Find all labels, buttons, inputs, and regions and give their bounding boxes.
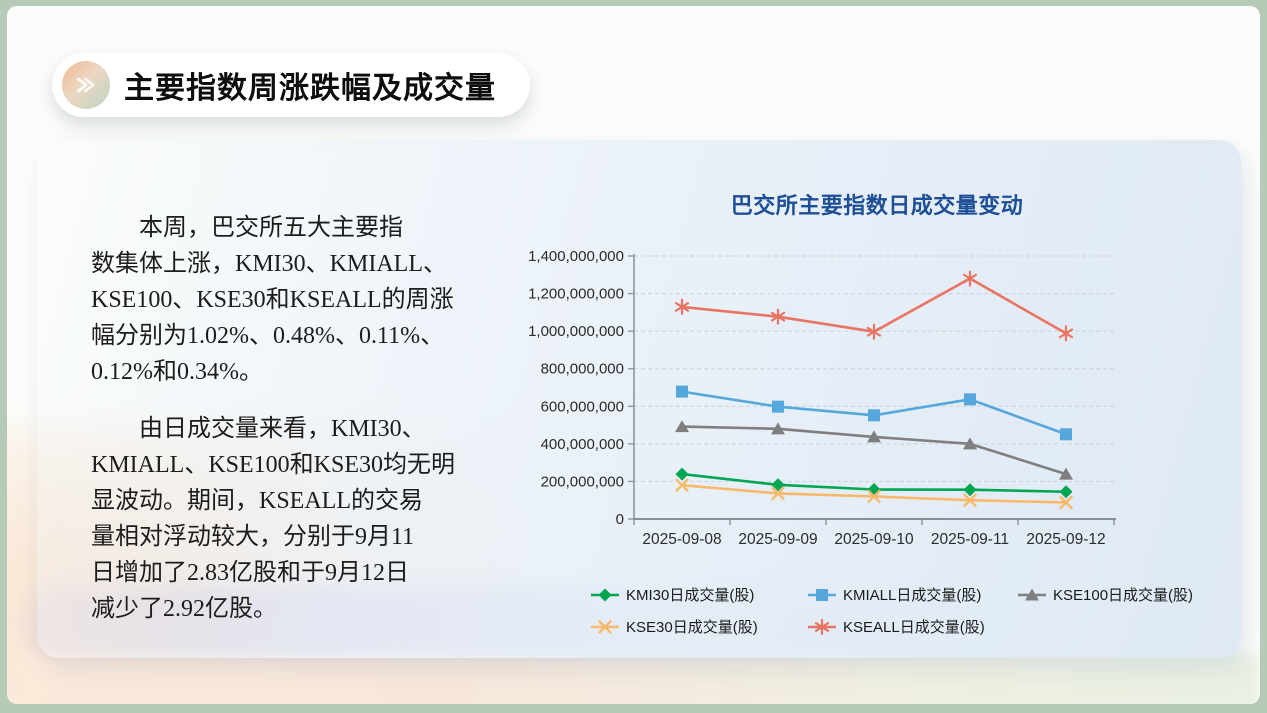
legend-label: KMI30日成交量(股) [626, 587, 755, 604]
volume-line-chart: 0 200,000,000 400,000,000 600,000,000 800,00… [528, 248, 1116, 548]
legend-item: KMIALL日成交量(股) [807, 584, 1017, 605]
x-axis-tick-label: 2025-09-08 [642, 531, 721, 548]
x-axis-tick-label: 2025-09-12 [1026, 531, 1105, 548]
series-KMI30日成交量(股) [675, 467, 1073, 499]
legend-label: KSE100日成交量(股) [1053, 587, 1194, 604]
legend-label: KMIALL日成交量(股) [843, 587, 982, 604]
summary-paragraph-1: 本周，巴交所五大主要指 数集体上涨，KMI30、KMIALL、 KSE100、K… [91, 215, 454, 385]
page-title: 主要指数周涨跌幅及成交量 [124, 72, 496, 105]
content-panel [37, 140, 1241, 658]
legend-marker-icon [1018, 588, 1046, 600]
series-KSE30日成交量(股) [675, 478, 1073, 510]
y-axis-tick-label: 600,000,000 [541, 398, 624, 415]
series-KSEALL日成交量(股) [674, 270, 1074, 342]
y-axis-tick-label: 0 [616, 511, 624, 528]
legend-label: KSE30日成交量(股) [626, 619, 758, 636]
x-axis-tick-label: 2025-09-10 [834, 531, 914, 548]
chart-legend: KMI30日成交量(股) KMIALL日成交量(股) KSE100日成交量(股) KS… [590, 584, 1230, 637]
legend-marker-icon [808, 588, 836, 601]
title-pill: 主要指数周涨跌幅及成交量 [52, 53, 530, 117]
legend-label: KSEALL日成交量(股) [843, 619, 985, 636]
double-chevron-icon [62, 61, 110, 109]
x-axis-tick-label: 2025-09-11 [931, 531, 1009, 548]
y-axis-tick-label: 800,000,000 [541, 361, 624, 378]
legend-item: KSEALL日成交量(股) [807, 616, 1017, 637]
summary-paragraph-2: 由日成交量来看，KMI30、 KMIALL、KSE100和KSE30均无明 显波… [91, 416, 455, 622]
x-axis-tick-label: 2025-09-09 [738, 531, 817, 548]
decor-bottom-band [7, 654, 1260, 704]
series-KMIALL日成交量(股) [676, 385, 1072, 441]
series-KSE100日成交量(股) [675, 420, 1073, 480]
y-axis-tick-label: 1,400,000,000 [528, 248, 624, 265]
legend-item: KMI30日成交量(股) [590, 584, 807, 605]
y-axis-tick-label: 1,000,000,000 [528, 323, 624, 340]
y-axis-tick-label: 1,200,000,000 [528, 286, 624, 303]
legend-marker-icon [591, 588, 619, 601]
chart-title: 巴交所主要指数日成交量变动 [730, 193, 1024, 218]
legend-marker-icon [591, 619, 619, 634]
legend-item: KSE100日成交量(股) [1017, 584, 1230, 605]
legend-marker-icon [808, 618, 836, 635]
y-axis-tick-label: 400,000,000 [541, 436, 624, 453]
slide: 主要指数周涨跌幅及成交量 本周，巴交所五大主要指 数集体上涨，KMI30、KMI… [7, 6, 1260, 704]
summary-text-block: 本周，巴交所五大主要指 数集体上涨，KMI30、KMIALL、 KSE100、K… [91, 210, 489, 648]
y-axis-tick-label: 200,000,000 [541, 473, 624, 490]
legend-item: KSE30日成交量(股) [590, 616, 807, 637]
